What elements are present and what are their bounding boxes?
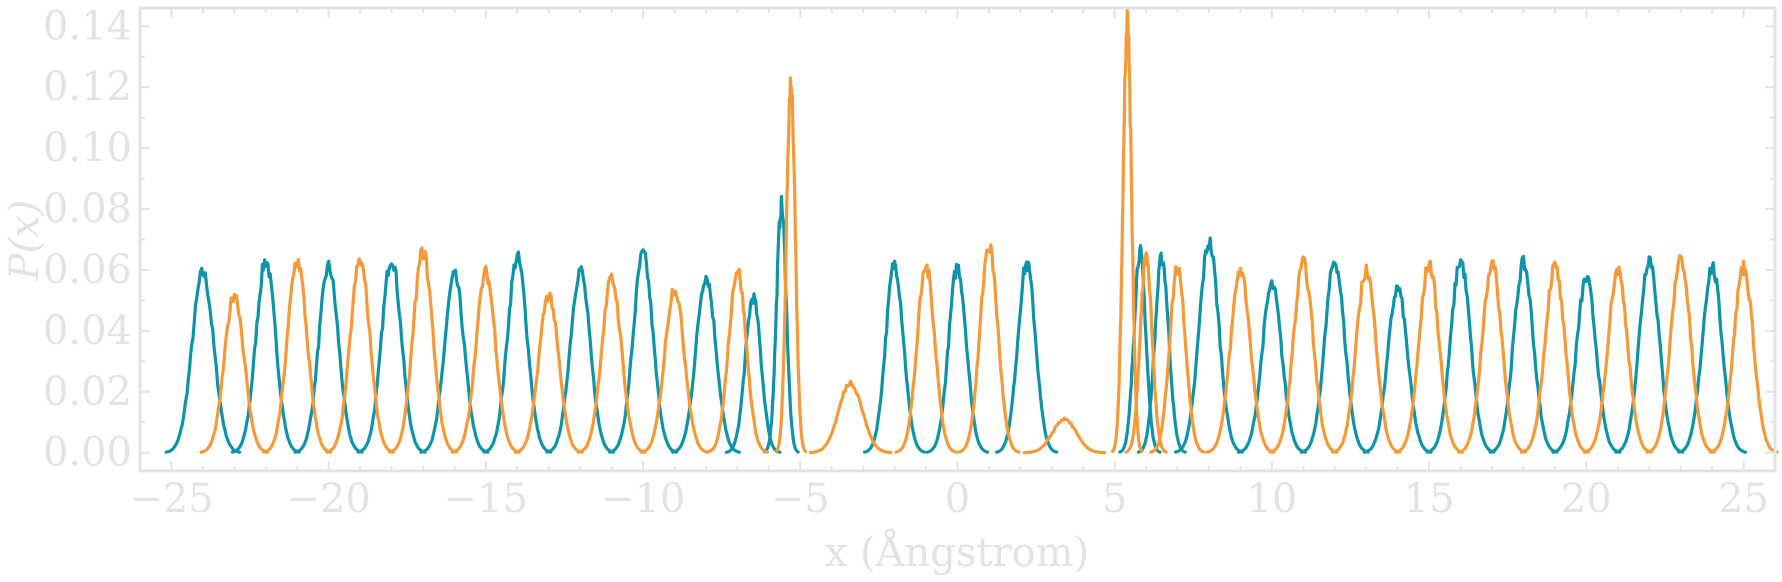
blue-peak-8 [608,248,679,454]
x-tick-label: −15 [444,476,528,522]
orange-peak-2 [262,257,333,454]
x-tick-label: 5 [1102,476,1127,522]
blue-peak-23 [1551,274,1622,454]
blue-peak-3 [293,259,364,454]
orange-peak-17 [1149,265,1206,454]
orange-peak-1 [199,292,270,454]
blue-peak-16 [1136,251,1187,454]
orange-peak-15 [1111,9,1144,453]
x-tick-label: −25 [129,476,213,522]
orange-peak-23 [1519,260,1590,454]
orange-peak-22 [1457,259,1527,454]
blue-peak-17 [1174,236,1244,454]
y-axis-label: P(x) [2,200,48,282]
blue-peak-11 [763,194,800,454]
blue-peak-19 [1299,260,1370,454]
x-tick-label: 0 [945,476,970,522]
orange-peak-20 [1331,263,1402,454]
orange-peak-10 [774,76,808,454]
y-tick-label: 0.06 [43,247,132,293]
y-tick-label: 0.04 [43,308,132,354]
x-axis-label: x (Ångstrom) [825,529,1089,576]
orange-peak-6 [513,291,584,454]
x-tick-label: 25 [1718,476,1769,522]
x-tick-label: 15 [1404,476,1455,522]
x-tick-label: −20 [286,476,370,522]
tick-labels: −25 −20 −15 −10 −5 0 5 10 15 20 25 0.00 0.02 0.04 0.06… [43,3,1769,522]
blue-peak-18 [1236,279,1307,454]
orange-peak-9 [705,267,770,454]
blue-peak-9 [671,274,741,454]
blue-peak-24 [1614,255,1685,454]
blue-peak-6 [482,250,553,454]
x-tick-label: −10 [601,476,685,522]
axis-ticks [139,8,1776,471]
orange-peak-26 [1708,259,1779,454]
x-tick-label: −5 [771,476,830,522]
orange-peak-4 [388,246,458,454]
blue-peak-13 [925,262,990,454]
orange-peak-19 [1268,255,1339,454]
blue-peak-5 [419,268,490,454]
blue-peak-20 [1362,284,1433,454]
orange-peak-25 [1645,254,1716,454]
orange-peak-7 [576,272,647,454]
y-tick-label: 0.02 [43,369,132,415]
blue-peak-1 [164,266,242,454]
orange-peak-21 [1394,259,1465,454]
x-tick-label: 20 [1561,476,1612,522]
y-tick-label: 0.12 [43,64,132,110]
y-tick-label: 0.10 [43,125,132,171]
orange-peak-3 [325,257,396,454]
orange-peak-5 [450,264,521,454]
orange-peak-8 [639,287,710,454]
x-tick-label: 10 [1246,476,1297,522]
orange-peak-13 [957,243,1021,454]
peak-curves [164,9,1779,455]
blue-peak-7 [545,265,616,454]
orange-peak-24 [1582,265,1653,454]
blue-peak-22 [1488,254,1559,454]
blue-peak-12 [862,259,927,454]
blue-peak-25 [1677,261,1748,454]
orange-peak-14 [1022,416,1107,455]
orange-peak-12 [894,263,958,454]
blue-peak-4 [356,262,427,454]
y-tick-label: 0.14 [43,3,132,49]
blue-peak-21 [1425,258,1496,454]
y-tick-label: 0.00 [43,430,132,476]
orange-peak-11 [808,379,893,455]
orange-peak-18 [1205,266,1276,454]
plot-frame [138,6,1777,473]
y-tick-label: 0.08 [43,186,132,232]
blue-peak-14 [995,260,1059,454]
blue-peak-15 [1118,243,1162,454]
blue-peak-2 [230,258,301,454]
